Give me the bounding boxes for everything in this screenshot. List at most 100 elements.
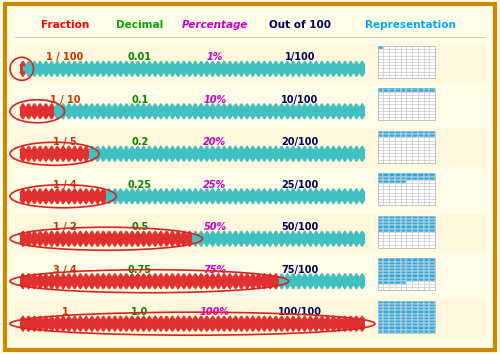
- Polygon shape: [141, 146, 146, 150]
- Polygon shape: [267, 327, 273, 331]
- Polygon shape: [359, 231, 365, 235]
- Polygon shape: [32, 72, 37, 76]
- FancyBboxPatch shape: [20, 278, 279, 284]
- Polygon shape: [302, 157, 308, 161]
- Polygon shape: [89, 316, 95, 320]
- Polygon shape: [170, 61, 175, 65]
- Polygon shape: [325, 231, 330, 235]
- Polygon shape: [319, 146, 325, 150]
- Polygon shape: [176, 72, 181, 76]
- Polygon shape: [158, 316, 164, 320]
- Polygon shape: [325, 274, 330, 278]
- Polygon shape: [38, 157, 43, 161]
- Bar: [424, 173, 429, 177]
- Bar: [395, 271, 400, 274]
- Bar: [429, 262, 435, 265]
- Bar: [424, 274, 429, 278]
- Polygon shape: [78, 157, 83, 161]
- Polygon shape: [43, 104, 49, 108]
- Polygon shape: [262, 327, 267, 331]
- Bar: [378, 216, 384, 219]
- Bar: [406, 330, 412, 333]
- Text: Percentage: Percentage: [182, 20, 248, 30]
- Bar: [378, 219, 384, 222]
- Polygon shape: [354, 199, 359, 204]
- Polygon shape: [325, 61, 330, 65]
- Polygon shape: [129, 274, 135, 278]
- Polygon shape: [342, 284, 348, 289]
- Bar: [424, 330, 429, 333]
- Bar: [418, 271, 424, 274]
- Polygon shape: [284, 284, 290, 289]
- Polygon shape: [296, 189, 302, 193]
- Text: 0.1: 0.1: [132, 95, 148, 105]
- Bar: [384, 326, 389, 330]
- Bar: [378, 314, 384, 317]
- Bar: [424, 177, 429, 180]
- Polygon shape: [313, 104, 319, 108]
- Bar: [412, 278, 418, 281]
- Bar: [412, 271, 418, 274]
- Polygon shape: [296, 327, 302, 331]
- Polygon shape: [325, 199, 330, 204]
- Polygon shape: [20, 316, 26, 320]
- Polygon shape: [170, 231, 175, 235]
- Polygon shape: [129, 189, 135, 193]
- Text: 0.25: 0.25: [128, 180, 152, 190]
- Bar: [389, 180, 395, 183]
- Polygon shape: [336, 146, 342, 150]
- Polygon shape: [112, 242, 118, 246]
- Polygon shape: [198, 61, 204, 65]
- Polygon shape: [284, 146, 290, 150]
- FancyBboxPatch shape: [378, 88, 435, 120]
- Bar: [429, 317, 435, 320]
- Text: 50/100: 50/100: [282, 222, 319, 232]
- Polygon shape: [49, 274, 54, 278]
- Bar: [384, 323, 389, 326]
- Polygon shape: [124, 61, 129, 65]
- Polygon shape: [78, 114, 83, 119]
- Polygon shape: [38, 104, 43, 108]
- Polygon shape: [216, 327, 221, 331]
- Bar: [378, 46, 384, 49]
- FancyBboxPatch shape: [15, 299, 485, 338]
- Bar: [418, 314, 424, 317]
- Polygon shape: [66, 199, 72, 204]
- Bar: [384, 173, 389, 177]
- Polygon shape: [129, 242, 135, 246]
- FancyBboxPatch shape: [20, 320, 365, 327]
- Polygon shape: [342, 61, 348, 65]
- FancyBboxPatch shape: [20, 193, 106, 199]
- Polygon shape: [146, 61, 152, 65]
- Text: 50%: 50%: [204, 222, 227, 232]
- Polygon shape: [250, 61, 256, 65]
- Polygon shape: [348, 327, 354, 331]
- Polygon shape: [359, 114, 365, 119]
- Polygon shape: [244, 189, 250, 193]
- Polygon shape: [221, 72, 227, 76]
- Bar: [429, 326, 435, 330]
- Polygon shape: [267, 284, 273, 289]
- Bar: [395, 262, 400, 265]
- Bar: [389, 326, 395, 330]
- Polygon shape: [204, 242, 210, 246]
- Polygon shape: [313, 157, 319, 161]
- Bar: [406, 317, 412, 320]
- Polygon shape: [95, 61, 100, 65]
- Polygon shape: [336, 72, 342, 76]
- Polygon shape: [124, 146, 129, 150]
- Polygon shape: [118, 157, 124, 161]
- Polygon shape: [112, 327, 118, 331]
- Polygon shape: [262, 61, 267, 65]
- Polygon shape: [342, 189, 348, 193]
- Polygon shape: [187, 157, 192, 161]
- Polygon shape: [348, 316, 354, 320]
- Bar: [406, 268, 412, 271]
- Polygon shape: [302, 242, 308, 246]
- Bar: [389, 317, 395, 320]
- Polygon shape: [100, 274, 106, 278]
- Bar: [400, 265, 406, 268]
- Polygon shape: [152, 316, 158, 320]
- Bar: [389, 216, 395, 219]
- Polygon shape: [359, 189, 365, 193]
